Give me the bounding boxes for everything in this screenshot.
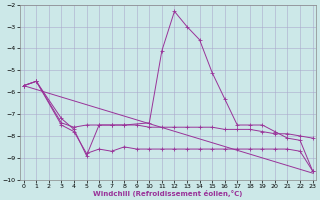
X-axis label: Windchill (Refroidissement éolien,°C): Windchill (Refroidissement éolien,°C) <box>93 190 243 197</box>
